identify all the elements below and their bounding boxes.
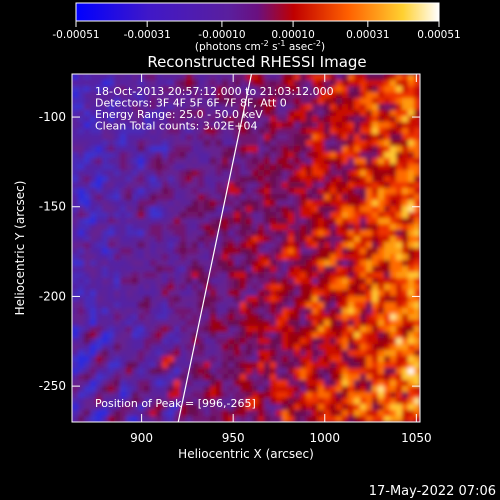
chart-title: Reconstructed RHESSI Image — [147, 53, 366, 71]
x-axis-label: Heliocentric X (arcsec) — [178, 447, 314, 461]
colorbar-ticks: -0.00051 -0.00031 -0.00010 0.00010 0.00031 0.… — [52, 21, 461, 41]
info-line: Detectors: 3F 4F 5F 6F 7F 8F, Att 0 — [95, 97, 287, 110]
colorbar-tick-label: 0.00051 — [417, 29, 460, 41]
solar-limb-line — [177, 74, 253, 422]
unit-sup-1: -2 — [261, 39, 269, 48]
heatmap-image — [72, 74, 420, 422]
y-axis: -100 -150 -200 -250 — [39, 110, 420, 393]
colorbar-tick-label: 0.00010 — [271, 29, 314, 41]
colorbar-tick-label: -0.00051 — [52, 29, 99, 41]
info-line: Clean Total counts: 3.02E+04 — [95, 120, 258, 133]
plot-frame — [71, 73, 421, 423]
unit-sup-2: -1 — [278, 39, 286, 48]
y-tick-label: -250 — [39, 379, 66, 393]
x-tick-label: 950 — [222, 431, 245, 445]
unit-sup-3: -2 — [313, 39, 321, 48]
colorbar-frame — [75, 2, 440, 22]
colorbar: -0.00051 -0.00031 -0.00010 0.00010 0.00031 0.… — [52, 2, 461, 53]
y-tick-label: -200 — [39, 289, 66, 303]
colorbar-tick-label: -0.00010 — [198, 29, 245, 41]
peak-position-label: Position of Peak = [996,-265] — [95, 397, 256, 410]
y-axis-label: Heliocentric Y (arcsec) — [13, 181, 27, 316]
x-tick-label: 1050 — [401, 431, 432, 445]
x-axis: 900 950 1000 1050 — [130, 74, 432, 445]
y-tick-label: -100 — [39, 110, 66, 124]
x-tick-label: 1000 — [309, 431, 340, 445]
info-line: 18-Oct-2013 20:57:12.000 to 21:03:12.000 — [95, 85, 334, 98]
observation-info: 18-Oct-2013 20:57:12.000 to 21:03:12.000… — [95, 85, 334, 133]
info-line: Energy Range: 25.0 - 50.0 keV — [95, 108, 263, 121]
colorbar-tick-label: -0.00031 — [124, 29, 171, 41]
colorbar-gradient — [76, 3, 439, 21]
colorbar-unit-label: (photons cm-2 s-1 asec-2) — [195, 39, 325, 53]
x-tick-label: 900 — [130, 431, 153, 445]
colorbar-tick-label: 0.00031 — [346, 29, 389, 41]
y-tick-label: -150 — [39, 200, 66, 214]
footer-date: 17-May-2022 07:06 — [369, 484, 496, 499]
